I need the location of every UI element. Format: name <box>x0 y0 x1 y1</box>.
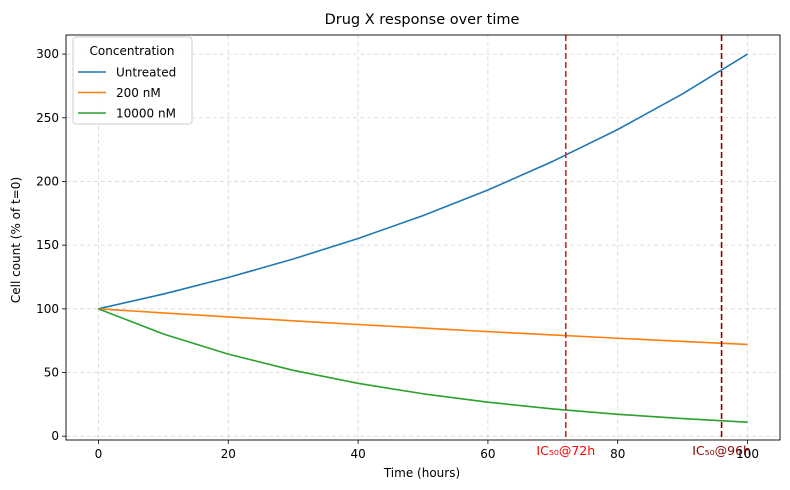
x-axis-label: Time (hours) <box>383 466 460 480</box>
legend: Concentration Untreated 200 nM 10000 nM <box>72 36 193 125</box>
legend-label-2: 10000 nM <box>116 107 176 121</box>
legend-label-1: 200 nM <box>116 86 161 100</box>
x-tick-label: 40 <box>350 447 365 461</box>
y-tick-label: 200 <box>36 174 59 188</box>
series-layer <box>98 53 748 423</box>
x-tick-label: 0 <box>95 447 103 461</box>
y-axis-label: Cell count (% of t=0) <box>9 177 23 303</box>
x-tick-label: 80 <box>610 447 625 461</box>
series-line-0 <box>98 53 748 310</box>
x-tick-label: 20 <box>221 447 236 461</box>
y-tick-label: 300 <box>36 47 59 61</box>
y-tick-label: 250 <box>36 111 59 125</box>
y-tick-label: 100 <box>36 302 59 316</box>
axes-frame <box>65 34 781 441</box>
legend-box <box>72 36 193 125</box>
y-tick-label: 50 <box>44 366 59 380</box>
x-tick-label: 100 <box>736 447 759 461</box>
vline-layer: IC₅₀@72h IC₅₀@96h <box>536 35 751 458</box>
reference-line-label-1: IC₅₀@96h <box>692 443 751 458</box>
series-line-2 <box>98 308 748 423</box>
y-axis-ticks: 0 50 100 150 200 250 300 <box>36 47 66 443</box>
x-axis-ticks: 0 20 40 60 80 100 <box>95 440 759 461</box>
reference-line-label-0: IC₅₀@72h <box>536 443 595 458</box>
chart-title: Drug X response over time <box>325 12 520 28</box>
x-tick-label: 60 <box>480 447 495 461</box>
series-line-1 <box>98 308 748 346</box>
legend-label-0: Untreated <box>116 66 176 80</box>
legend-entries: Untreated 200 nM 10000 nM <box>78 66 176 121</box>
y-tick-label: 150 <box>36 238 59 252</box>
legend-title: Concentration <box>90 44 175 58</box>
y-tick-label: 0 <box>51 429 59 443</box>
